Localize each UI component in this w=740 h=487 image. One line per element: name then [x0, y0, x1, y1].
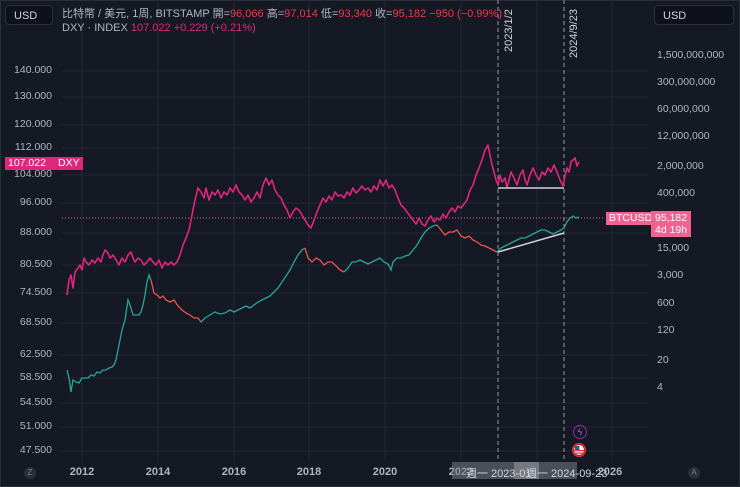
left-axis-label: 140.000	[14, 64, 52, 76]
time-axis-label: 2026	[597, 466, 623, 478]
dxy-price-tag: 107.022	[5, 157, 58, 170]
time-axis-label: 2020	[372, 466, 398, 478]
dxy-line	[66, 144, 580, 296]
marker-date-2: 2024/9/23	[568, 9, 580, 58]
btc-price-tag: 95,182 4d 19h	[651, 211, 692, 237]
left-axis-label: 120.000	[14, 118, 52, 130]
marker-date-1: 2023/1/2	[503, 9, 515, 52]
left-axis-label: 80.500	[19, 258, 52, 270]
range-start-label: 週一 2023-01	[466, 468, 532, 480]
close-label: 收=	[375, 8, 393, 20]
btc-trend-line	[497, 232, 565, 253]
close-value: 95,182	[392, 8, 427, 20]
btc-candles	[66, 215, 580, 393]
open-label: 開=	[212, 8, 231, 20]
compare-value: 107.022	[130, 22, 171, 34]
currency-button-right[interactable]: USD	[654, 5, 734, 25]
right-axis-label: 400,000	[657, 187, 695, 199]
right-axis-label: 15,000	[657, 242, 690, 254]
auto-scale-button[interactable]: A	[688, 467, 700, 479]
btc-bar-countdown: 4d 19h	[655, 224, 688, 236]
chart-legend: 比特幣 / 美元, 1周, BITSTAMP 開=96,066 高=97,014…	[62, 7, 502, 35]
low-label: 低=	[320, 8, 339, 20]
lightning-event-icon[interactable]: ϟ	[573, 425, 587, 439]
left-axis-label: 74.500	[19, 286, 52, 298]
right-axis-label: 2,000,000	[657, 160, 704, 172]
right-axis-label: 120	[657, 324, 675, 336]
compare-change-pct: (+0.21%)	[210, 22, 256, 34]
time-axis-label: 2014	[145, 466, 171, 478]
date-range-highlight	[452, 462, 577, 479]
right-axis-label: 3,000	[657, 269, 684, 281]
compare-series-legend: DXY · INDEX 107.022 +0.229 (+0.21%)	[62, 21, 502, 35]
right-axis-label: 4	[657, 381, 663, 393]
left-axis-label: 62.500	[19, 348, 52, 360]
right-axis-label: 60,000,000	[657, 103, 710, 115]
open-value: 96,066	[230, 8, 264, 20]
change-pct: (−0.99%)	[457, 8, 502, 20]
right-axis-label: 12,000,000	[657, 130, 710, 142]
left-axis-label: 88.000	[19, 226, 52, 238]
compare-change: +0.229	[173, 22, 208, 34]
high-value: 97,014	[284, 8, 318, 20]
left-axis-label: 130.000	[14, 90, 52, 102]
symbol-title[interactable]: 比特幣 / 美元, 1周, BITSTAMP	[62, 8, 210, 20]
compare-symbol[interactable]: DXY · INDEX	[62, 22, 128, 34]
btc-price-value: 95,182	[655, 212, 688, 224]
high-label: 高=	[266, 8, 285, 20]
low-value: 93,340	[338, 8, 372, 20]
zoom-reset-button[interactable]: Z	[24, 467, 36, 479]
us-flag-event-icon[interactable]	[572, 443, 586, 457]
right-axis-label: 1,500,000,000	[657, 49, 725, 61]
time-axis-label: 2018	[296, 466, 322, 478]
left-axis-label: 47.500	[19, 444, 52, 456]
right-axis-label: 600	[657, 297, 675, 309]
left-axis-label: 96.000	[19, 196, 52, 208]
dxy-label-tag: DXY	[55, 157, 83, 170]
main-series-legend: 比特幣 / 美元, 1周, BITSTAMP 開=96,066 高=97,014…	[62, 7, 502, 21]
range-end-label: 週一 2024-09-23	[526, 468, 608, 480]
currency-button-left[interactable]: USD	[5, 5, 53, 25]
left-axis-label: 58.500	[19, 371, 52, 383]
time-axis-label: 2012	[69, 466, 95, 478]
left-axis-label: 112.000	[14, 141, 52, 153]
left-axis-label: 54.500	[19, 396, 52, 408]
btc-label-tag: BTCUSD	[606, 212, 656, 225]
left-axis-label: 104.000	[14, 168, 52, 180]
right-axis-label: 300,000,000	[657, 76, 716, 88]
change-value: −950	[429, 8, 454, 20]
left-axis-label: 68.500	[19, 316, 52, 328]
right-axis-label: 20	[657, 354, 669, 366]
left-axis-label: 51.000	[19, 420, 52, 432]
time-axis-label: 2016	[221, 466, 247, 478]
